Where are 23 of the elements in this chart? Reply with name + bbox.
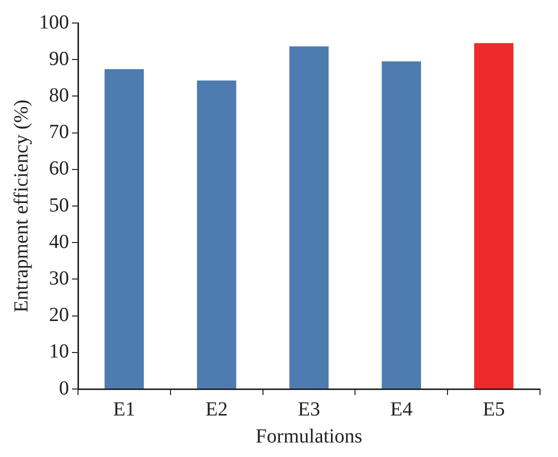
y-axis-title: Entrapment efficiency (%) — [10, 100, 32, 312]
x-axis-title: Formulations — [256, 425, 363, 448]
y-tick-label: 90 — [49, 48, 69, 70]
y-tick-label: 80 — [49, 84, 69, 106]
x-tick-label: E2 — [205, 398, 228, 420]
bar — [196, 80, 236, 388]
x-tick-label: E4 — [390, 398, 413, 420]
y-tick-label: 100 — [39, 11, 69, 34]
bar — [474, 43, 514, 388]
bar — [104, 69, 144, 388]
y-tick-label: 30 — [49, 267, 69, 290]
x-tick-label: E5 — [482, 398, 505, 420]
bar — [289, 46, 329, 388]
x-tick-label: E1 — [113, 398, 136, 420]
y-tick-label: 20 — [49, 304, 69, 326]
bar — [382, 61, 422, 388]
y-tick-label: 70 — [49, 121, 69, 144]
y-tick-label: 40 — [49, 230, 69, 253]
y-tick-label: 50 — [49, 194, 69, 216]
y-tick-label: 60 — [49, 158, 69, 180]
x-tick-label: E3 — [298, 398, 320, 420]
y-tick-label: 0 — [59, 377, 69, 400]
y-tick-label: 10 — [49, 340, 69, 363]
